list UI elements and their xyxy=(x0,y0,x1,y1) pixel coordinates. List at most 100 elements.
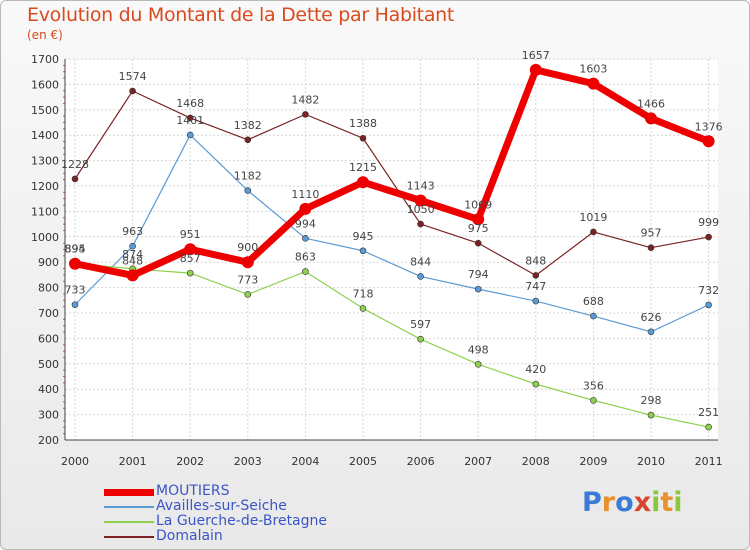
data-label: 420 xyxy=(525,363,546,376)
proxiti-logo: Proxiti xyxy=(582,487,683,518)
data-label: 1376 xyxy=(695,120,723,133)
data-point xyxy=(186,114,194,122)
data-label: 999 xyxy=(698,216,719,229)
y-tick-label: 700 xyxy=(38,307,59,320)
x-tick-label: 2011 xyxy=(695,455,723,468)
legend-label: Domalain xyxy=(156,528,223,544)
data-point xyxy=(414,194,427,207)
data-point xyxy=(705,233,712,241)
data-point xyxy=(474,285,482,293)
data-point xyxy=(705,423,712,431)
series-line-0 xyxy=(71,66,713,279)
series-line-3 xyxy=(74,90,710,277)
legend-swatch xyxy=(104,521,154,523)
data-point xyxy=(417,335,424,343)
x-tick-label: 2005 xyxy=(349,455,377,468)
data-label: 874 xyxy=(122,248,143,261)
data-label: 1468 xyxy=(176,97,204,110)
data-label: 732 xyxy=(698,284,719,297)
data-point xyxy=(299,202,312,215)
y-tick-label: 1100 xyxy=(31,205,59,218)
data-label: 994 xyxy=(295,217,316,230)
data-label: 1657 xyxy=(522,49,550,62)
data-point xyxy=(590,312,597,320)
data-point xyxy=(71,175,79,183)
logo-letter: P xyxy=(582,487,602,518)
legend-label: La Guerche-de-Bretagne xyxy=(156,513,328,529)
x-tick-label: 2004 xyxy=(291,455,319,468)
data-point xyxy=(184,243,197,256)
data-point xyxy=(587,77,600,90)
legend-label: MOUTIERS xyxy=(156,483,230,499)
data-label: 1401 xyxy=(176,114,204,127)
data-point xyxy=(474,239,482,247)
logo-letter: o xyxy=(615,487,634,518)
legend-swatch xyxy=(104,536,154,538)
y-tick-label: 600 xyxy=(38,332,59,345)
data-label: 626 xyxy=(641,311,662,324)
y-tick-label: 1600 xyxy=(31,78,59,91)
series-line-1 xyxy=(74,134,710,333)
data-label: 975 xyxy=(468,222,489,235)
data-label: 848 xyxy=(525,254,546,267)
data-point xyxy=(647,244,655,252)
data-point xyxy=(590,228,597,236)
data-point xyxy=(186,131,194,139)
y-tick-label: 400 xyxy=(38,383,59,396)
y-tick-label: 200 xyxy=(38,434,59,447)
x-tick-label: 2001 xyxy=(119,455,147,468)
x-tick-label: 2008 xyxy=(522,455,550,468)
data-label: 733 xyxy=(65,284,86,297)
data-point xyxy=(244,291,252,298)
data-point xyxy=(472,213,485,226)
data-label: 1069 xyxy=(464,198,492,211)
x-tick-label: 2007 xyxy=(464,455,492,468)
data-label: 597 xyxy=(410,318,431,331)
legend-label: Availles-sur-Seiche xyxy=(156,498,287,514)
data-point xyxy=(129,242,136,250)
logo-letter: i xyxy=(651,487,661,518)
data-point xyxy=(69,257,81,270)
data-label: 1050 xyxy=(407,203,435,216)
data-point xyxy=(359,247,367,255)
data-label: 298 xyxy=(641,394,662,407)
data-label: 1382 xyxy=(234,119,262,132)
y-tick-label: 900 xyxy=(38,256,59,269)
data-label: 1019 xyxy=(579,211,607,224)
data-point xyxy=(302,235,309,242)
y-tick-label: 300 xyxy=(38,409,59,422)
x-tick-label: 2000 xyxy=(61,455,89,468)
data-label: 895 xyxy=(65,242,86,255)
data-point xyxy=(357,176,369,189)
data-point xyxy=(532,380,540,388)
logo-letter: r xyxy=(601,487,616,518)
data-label: 1110 xyxy=(291,188,319,201)
legend-swatch xyxy=(104,488,154,496)
data-point xyxy=(302,268,309,275)
data-label: 1228 xyxy=(61,158,89,171)
data-label: 356 xyxy=(583,379,604,392)
data-point xyxy=(126,269,139,282)
data-label: 251 xyxy=(698,406,719,419)
data-label: 1466 xyxy=(637,97,665,110)
y-tick-label: 1300 xyxy=(31,155,59,168)
data-point xyxy=(474,361,482,368)
data-label: 794 xyxy=(468,268,489,281)
data-label: 945 xyxy=(353,230,374,243)
x-tick-label: 2002 xyxy=(176,455,204,468)
data-label: 963 xyxy=(122,225,143,238)
data-point xyxy=(186,269,194,277)
data-label: 1574 xyxy=(119,70,147,83)
y-tick-label: 1500 xyxy=(31,104,59,117)
data-point xyxy=(302,111,309,118)
data-label: 1215 xyxy=(349,161,377,174)
y-tick-label: 1700 xyxy=(31,53,59,66)
data-point xyxy=(244,187,252,194)
logo-letter: t xyxy=(660,487,674,518)
data-point xyxy=(241,256,254,269)
data-point xyxy=(645,112,657,125)
series-line-2 xyxy=(74,262,710,428)
logo-letter: i xyxy=(673,487,683,518)
data-label: 957 xyxy=(641,227,662,240)
